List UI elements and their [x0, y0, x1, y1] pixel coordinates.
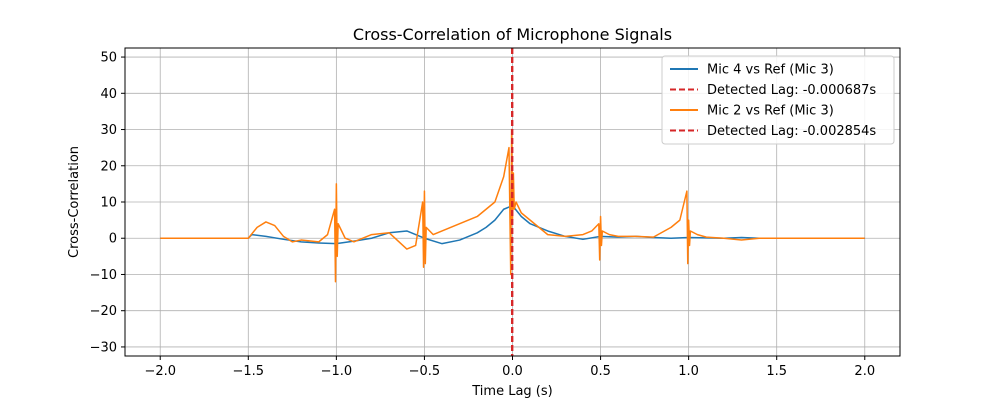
x-tick-label: 1.5 — [766, 364, 787, 379]
y-tick-label: 20 — [100, 159, 117, 174]
y-tick-label: 10 — [100, 196, 117, 211]
y-tick-label: −30 — [90, 340, 117, 355]
legend-box — [661, 55, 895, 145]
plot-area — [160, 48, 865, 356]
legend: Mic 4 vs Ref (Mic 3) Detected Lag: -0.000… — [661, 55, 895, 145]
x-tick-label: 0.0 — [502, 364, 523, 379]
x-tick-label: −1.0 — [321, 364, 353, 379]
x-tick-label: 1.0 — [678, 364, 699, 379]
legend-label: Detected Lag: -0.000687s — [707, 83, 876, 98]
x-axis-label: Time Lag (s) — [471, 384, 552, 399]
series-line-2 — [160, 128, 865, 283]
x-tick-label: −0.5 — [409, 364, 441, 379]
y-tick-label: −20 — [90, 304, 117, 319]
x-tick-label: −2.0 — [144, 364, 176, 379]
y-axis: −30 −20 −10 0 10 20 30 40 50 — [90, 51, 125, 355]
y-tick-label: 50 — [100, 51, 117, 66]
y-tick-label: 30 — [100, 123, 117, 138]
legend-label: Mic 4 vs Ref (Mic 3) — [707, 63, 834, 78]
y-tick-label: 40 — [100, 87, 117, 102]
y-tick-label: −10 — [90, 268, 117, 283]
x-tick-label: 2.0 — [854, 364, 875, 379]
x-tick-label: −1.5 — [233, 364, 265, 379]
y-axis-label: Cross-Correlation — [67, 146, 82, 258]
legend-label: Detected Lag: -0.002854s — [707, 124, 876, 139]
chart-title: Cross-Correlation of Microphone Signals — [353, 25, 672, 44]
x-axis: −2.0 −1.5 −1.0 −0.5 0.0 0.5 1.0 1.5 2.0 — [144, 356, 875, 379]
legend-label: Mic 2 vs Ref (Mic 3) — [707, 104, 834, 119]
x-tick-label: 0.5 — [590, 364, 611, 379]
y-tick-label: 0 — [109, 232, 117, 247]
